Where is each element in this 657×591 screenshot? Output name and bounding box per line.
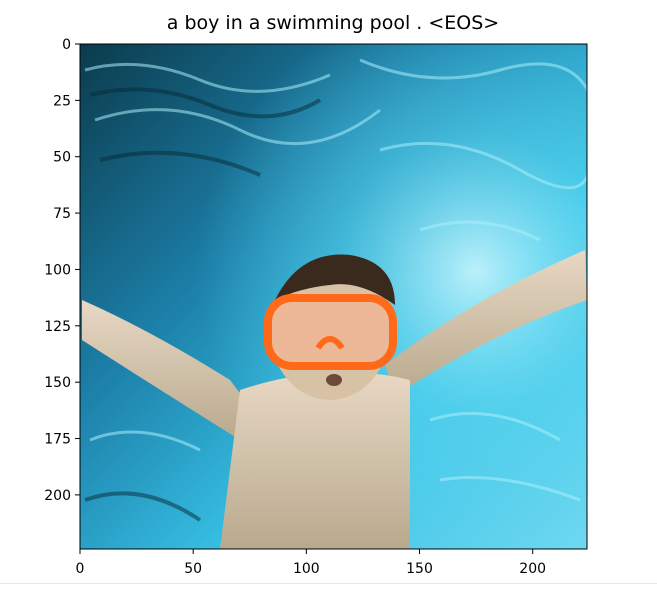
goggles bbox=[264, 294, 397, 370]
y-tick-label: 150 bbox=[44, 375, 71, 391]
y-axis: 0 25 50 75 100 125 150 175 200 bbox=[44, 37, 80, 504]
divider bbox=[0, 583, 657, 584]
boy-hair bbox=[275, 254, 395, 305]
y-tick-label: 25 bbox=[53, 93, 71, 109]
x-tick-label: 200 bbox=[519, 561, 546, 577]
boy-mouth bbox=[326, 374, 342, 386]
y-tick-label: 100 bbox=[44, 262, 71, 278]
x-axis: 0 50 100 150 200 bbox=[76, 549, 546, 577]
x-tick-label: 100 bbox=[293, 561, 320, 577]
water-ripples bbox=[84, 58, 587, 502]
x-tick-label: 50 bbox=[184, 561, 202, 577]
plot-image bbox=[80, 44, 587, 549]
x-tick-label: 150 bbox=[406, 561, 433, 577]
boy-right-arm bbox=[385, 250, 587, 395]
y-tick-label: 75 bbox=[53, 206, 71, 222]
chart-title: a boy in a swimming pool . <EOS> bbox=[167, 12, 499, 34]
y-tick-label: 125 bbox=[44, 319, 71, 335]
x-tick-label: 0 bbox=[76, 561, 85, 577]
y-tick-label: 0 bbox=[62, 37, 71, 53]
dark-ripples bbox=[84, 87, 322, 522]
y-tick-label: 50 bbox=[53, 150, 71, 166]
y-tick-label: 175 bbox=[44, 432, 71, 448]
y-tick-label: 200 bbox=[44, 488, 71, 504]
boy-left-arm bbox=[82, 300, 260, 440]
image-frame bbox=[79, 43, 588, 550]
boy-torso bbox=[220, 372, 410, 549]
